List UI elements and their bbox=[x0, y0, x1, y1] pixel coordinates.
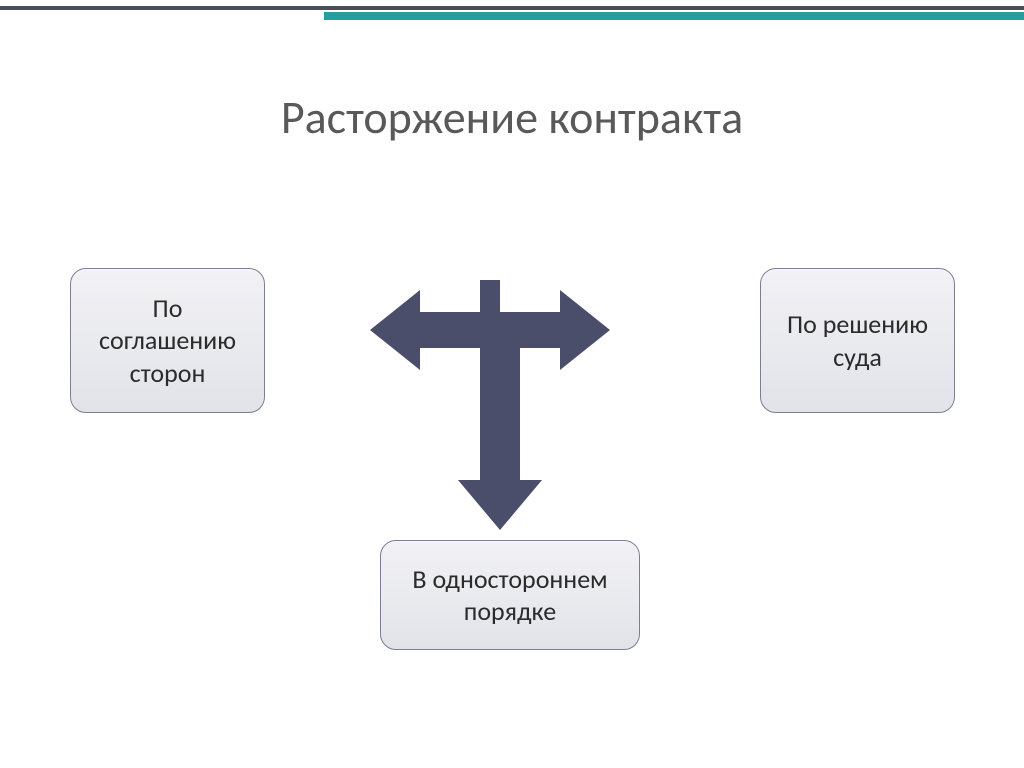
three-way-arrow bbox=[370, 280, 630, 540]
node-agreement: Посоглашениюсторон bbox=[70, 268, 265, 413]
page-title: Расторжение контракта bbox=[0, 90, 1024, 146]
node-unilateral-label: В одностороннемпорядке bbox=[412, 563, 607, 628]
node-agreement-label: Посоглашениюсторон bbox=[99, 292, 236, 390]
node-unilateral: В одностороннемпорядке bbox=[380, 540, 640, 650]
node-court: По решениюсуда bbox=[760, 268, 955, 413]
node-court-label: По решениюсуда bbox=[787, 308, 928, 373]
top-accent-bar bbox=[0, 0, 1024, 14]
